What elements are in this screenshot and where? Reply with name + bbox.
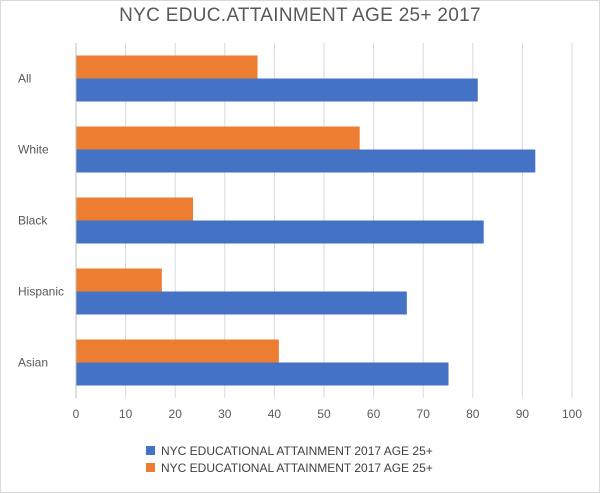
x-tick-label: 30 [218, 407, 232, 421]
x-tick-label: 10 [119, 407, 133, 421]
bar-series-1 [76, 362, 449, 386]
x-tick-label: 40 [268, 407, 282, 421]
category-label: White [18, 143, 49, 157]
category-label: Hispanic [18, 285, 64, 299]
bar-series-1 [76, 291, 407, 315]
x-tick-label: 0 [73, 407, 80, 421]
legend-item-orange: NYC EDUCATIONAL ATTAINMENT 2017 AGE 25+ [146, 459, 433, 476]
legend-swatch-blue [146, 446, 155, 455]
legend-label-orange: NYC EDUCATIONAL ATTAINMENT 2017 AGE 25+ [161, 460, 433, 475]
bar-series-1 [76, 220, 484, 244]
bar-series-1 [76, 78, 478, 102]
category-label: Black [18, 214, 48, 228]
category-label: Asian [18, 356, 48, 370]
bar-series-1 [76, 149, 536, 173]
legend-swatch-orange [146, 463, 155, 472]
bar-series-2 [76, 55, 258, 79]
bar-series-2 [76, 339, 279, 363]
x-tick-label: 90 [516, 407, 530, 421]
x-tick-label: 70 [417, 407, 431, 421]
legend: NYC EDUCATIONAL ATTAINMENT 2017 AGE 25+ … [146, 442, 433, 476]
x-tick-label: 100 [562, 407, 582, 421]
legend-label-blue: NYC EDUCATIONAL ATTAINMENT 2017 AGE 25+ [161, 443, 433, 458]
legend-item-blue: NYC EDUCATIONAL ATTAINMENT 2017 AGE 25+ [146, 442, 433, 459]
category-label: All [18, 72, 31, 86]
bar-series-2 [76, 197, 194, 221]
bar-series-2 [76, 268, 162, 292]
chart-title: NYC EDUC.ATTAINMENT AGE 25+ 2017 [119, 5, 481, 26]
x-tick-label: 50 [317, 407, 331, 421]
x-tick-label: 20 [169, 407, 183, 421]
x-tick-label: 60 [367, 407, 381, 421]
bar-series-2 [76, 126, 360, 150]
x-tick-label: 80 [466, 407, 480, 421]
